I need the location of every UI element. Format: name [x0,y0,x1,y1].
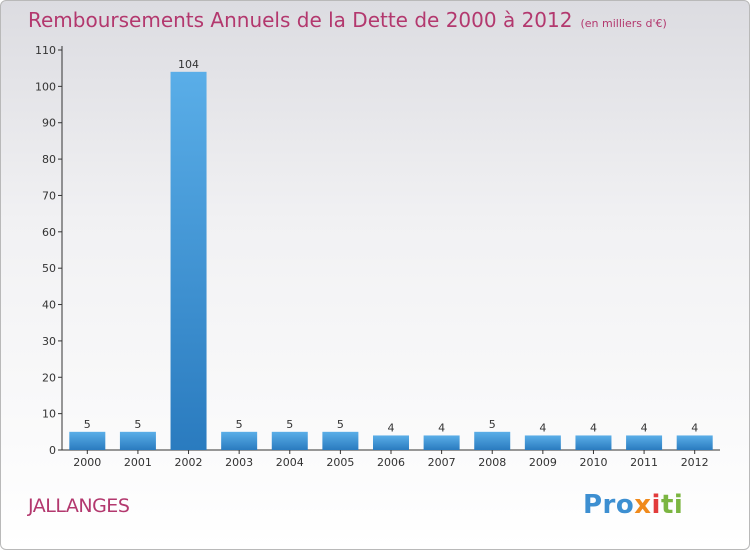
x-tick-label: 2001 [124,456,152,469]
y-tick-label: 90 [42,117,56,130]
bar-value-label: 4 [691,421,698,434]
x-tick-label: 2004 [276,456,304,469]
bar-2001 [119,431,156,450]
chart-unit-note: (en milliers d'€) [580,17,667,30]
y-tick-label: 60 [42,226,56,239]
x-tick-label: 2002 [175,456,203,469]
bar-2007 [423,435,460,450]
y-tick-label: 100 [35,80,56,93]
bar-2011 [626,435,663,450]
y-tick-label: 80 [42,153,56,166]
x-tick-label: 2010 [579,456,607,469]
x-tick-label: 2012 [681,456,709,469]
x-tick-label: 2007 [428,456,456,469]
bar-2003 [221,431,258,450]
bar-value-label: 4 [590,421,597,434]
y-axis: 0 10 20 30 40 50 60 70 80 90 100 110 [35,44,63,457]
bar-value-label: 5 [286,418,293,431]
y-tick-label: 40 [42,299,56,312]
bar-2000 [69,431,106,450]
y-tick-label: 20 [42,371,56,384]
bar-value-label: 5 [337,418,344,431]
x-tick-label: 2005 [326,456,354,469]
bars: 5 5 104 5 5 5 4 4 5 4 4 4 4 [69,58,713,451]
bar-value-label: 5 [236,418,243,431]
bar-value-label: 4 [641,421,648,434]
bar-value-label: 5 [489,418,496,431]
y-tick-label: 30 [42,335,56,348]
logo-part-3: i [651,490,661,520]
logo-part-1: Pro [583,490,635,520]
bar-value-label: 4 [388,421,395,434]
proxiti-logo: Proxiti [583,490,683,520]
bar-value-label: 4 [438,421,445,434]
bar-2009 [524,435,561,450]
x-tick-label: 2000 [73,456,101,469]
bar-2006 [373,435,409,450]
bar-2005 [322,431,359,450]
x-axis: 2000 2001 2002 2003 2004 2005 2006 2007 2008 2009… [62,449,720,469]
bar-value-label: 5 [134,418,141,431]
bar-2008 [474,431,511,450]
bar-2004 [271,431,308,450]
x-tick-label: 2009 [529,456,557,469]
bar-2010 [575,435,612,450]
bar-2002 [170,71,207,451]
x-tick-label: 2008 [478,456,506,469]
logo-part-2: x [634,490,652,520]
y-tick-label: 70 [42,189,56,202]
y-tick-label: 50 [42,262,56,275]
bar-2012 [676,435,713,450]
logo-part-4: ti [660,490,684,520]
y-tick-label: 0 [49,444,56,457]
x-tick-label: 2006 [377,456,405,469]
place-name: JALLANGES [28,495,130,517]
y-tick-label: 10 [42,408,56,421]
chart-title: Remboursements Annuels de la Dette de 20… [28,8,667,32]
y-tick-label: 110 [35,44,56,57]
x-tick-label: 2011 [630,456,658,469]
x-tick-label: 2003 [225,456,253,469]
bar-value-label: 104 [178,58,199,71]
bar-value-label: 5 [84,418,91,431]
bar-value-label: 4 [539,421,546,434]
chart-title-text: Remboursements Annuels de la Dette de 20… [28,8,573,32]
